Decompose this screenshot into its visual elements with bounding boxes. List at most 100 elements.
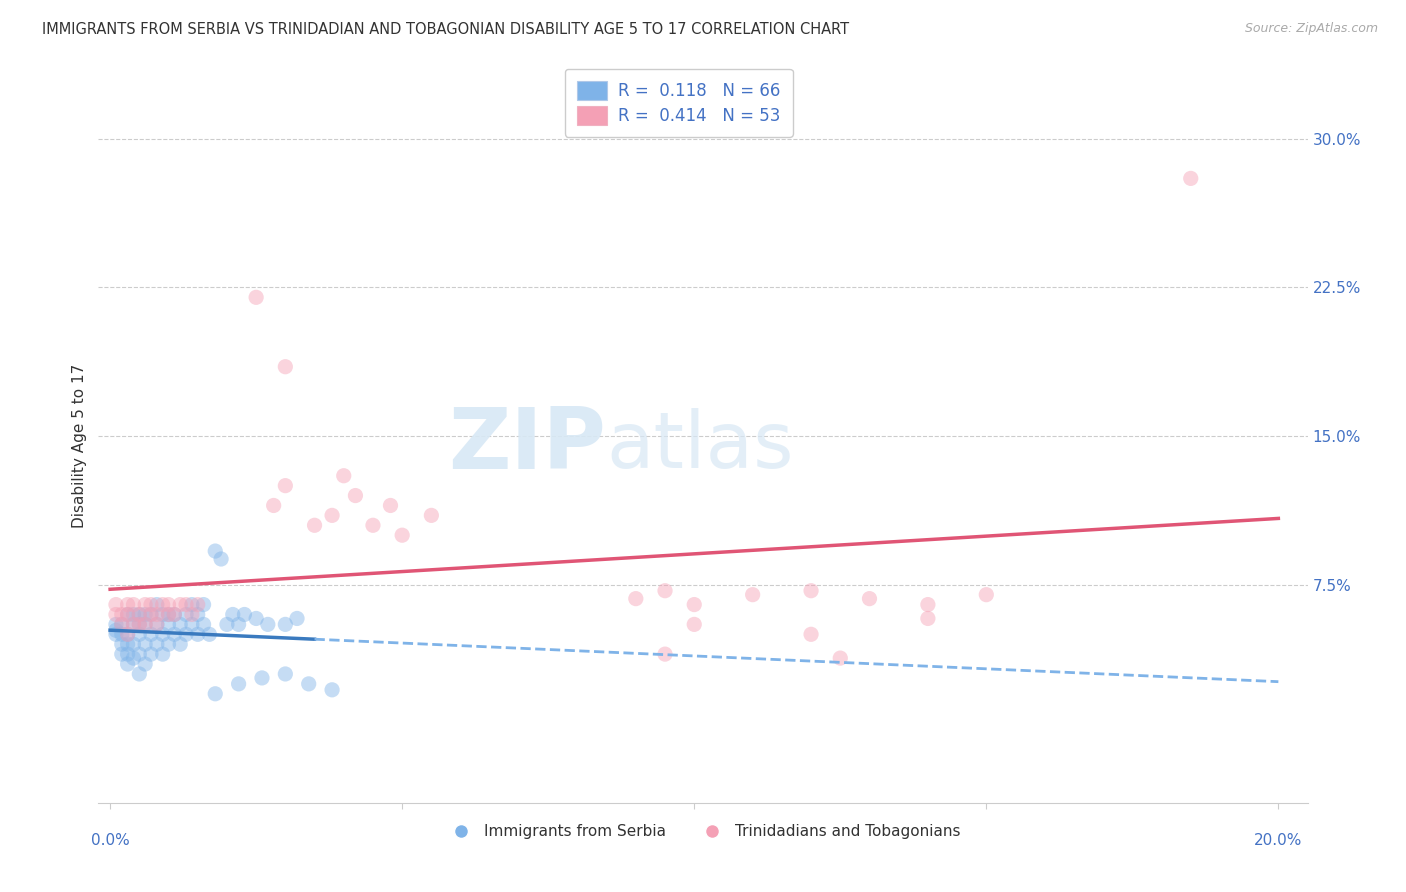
Point bbox=[274, 617, 297, 632]
Point bbox=[741, 588, 763, 602]
Point bbox=[122, 617, 145, 632]
Point bbox=[169, 617, 191, 632]
Text: IMMIGRANTS FROM SERBIA VS TRINIDADIAN AND TOBAGONIAN DISABILITY AGE 5 TO 17 CORR: IMMIGRANTS FROM SERBIA VS TRINIDADIAN AN… bbox=[42, 22, 849, 37]
Point bbox=[157, 607, 180, 622]
Point bbox=[624, 591, 647, 606]
Point bbox=[146, 617, 169, 632]
Point bbox=[245, 611, 267, 625]
Point bbox=[122, 617, 145, 632]
Point bbox=[117, 647, 139, 661]
Point bbox=[128, 627, 150, 641]
Point bbox=[128, 607, 150, 622]
Point bbox=[800, 627, 823, 641]
Point bbox=[117, 637, 139, 651]
Point bbox=[683, 598, 706, 612]
Point bbox=[134, 617, 156, 632]
Point bbox=[683, 617, 706, 632]
Point bbox=[180, 607, 202, 622]
Point bbox=[157, 607, 180, 622]
Point bbox=[157, 637, 180, 651]
Point bbox=[169, 598, 191, 612]
Point bbox=[117, 607, 139, 622]
Point bbox=[917, 611, 939, 625]
Text: 20.0%: 20.0% bbox=[1254, 832, 1302, 847]
Point bbox=[274, 478, 297, 492]
Text: 0.0%: 0.0% bbox=[91, 832, 129, 847]
Point bbox=[111, 607, 134, 622]
Point bbox=[187, 607, 209, 622]
Point bbox=[187, 598, 209, 612]
Point bbox=[321, 682, 343, 697]
Point bbox=[139, 627, 162, 641]
Point bbox=[233, 607, 256, 622]
Point bbox=[117, 598, 139, 612]
Point bbox=[139, 607, 162, 622]
Point bbox=[1180, 171, 1202, 186]
Point bbox=[654, 647, 676, 661]
Point bbox=[163, 627, 186, 641]
Text: atlas: atlas bbox=[606, 408, 794, 484]
Point bbox=[152, 607, 174, 622]
Point bbox=[139, 607, 162, 622]
Point bbox=[146, 617, 169, 632]
Point bbox=[858, 591, 880, 606]
Point bbox=[122, 607, 145, 622]
Point bbox=[256, 617, 278, 632]
Point bbox=[250, 671, 273, 685]
Point bbox=[274, 359, 297, 374]
Point bbox=[974, 588, 997, 602]
Point bbox=[215, 617, 238, 632]
Point bbox=[139, 598, 162, 612]
Point bbox=[104, 598, 127, 612]
Point bbox=[169, 637, 191, 651]
Point bbox=[321, 508, 343, 523]
Point bbox=[917, 598, 939, 612]
Point bbox=[174, 607, 197, 622]
Point bbox=[134, 617, 156, 632]
Point bbox=[134, 607, 156, 622]
Point bbox=[122, 637, 145, 651]
Point bbox=[228, 617, 250, 632]
Point bbox=[104, 607, 127, 622]
Point bbox=[111, 617, 134, 632]
Point bbox=[174, 627, 197, 641]
Point bbox=[298, 677, 321, 691]
Point bbox=[193, 598, 215, 612]
Point bbox=[146, 598, 169, 612]
Text: ZIP: ZIP bbox=[449, 404, 606, 488]
Point bbox=[152, 627, 174, 641]
Point bbox=[128, 617, 150, 632]
Point bbox=[380, 499, 402, 513]
Point bbox=[128, 607, 150, 622]
Point bbox=[157, 617, 180, 632]
Point bbox=[117, 627, 139, 641]
Point bbox=[117, 627, 139, 641]
Point bbox=[344, 489, 367, 503]
Point bbox=[104, 624, 127, 638]
Point bbox=[122, 651, 145, 665]
Point bbox=[111, 637, 134, 651]
Point bbox=[134, 637, 156, 651]
Point bbox=[128, 667, 150, 681]
Point bbox=[111, 627, 134, 641]
Point bbox=[800, 583, 823, 598]
Point bbox=[163, 607, 186, 622]
Point bbox=[163, 607, 186, 622]
Point bbox=[204, 544, 226, 558]
Point bbox=[117, 607, 139, 622]
Point bbox=[391, 528, 413, 542]
Point bbox=[104, 617, 127, 632]
Y-axis label: Disability Age 5 to 17: Disability Age 5 to 17 bbox=[72, 364, 87, 528]
Point bbox=[174, 598, 197, 612]
Point bbox=[274, 667, 297, 681]
Point bbox=[332, 468, 354, 483]
Point bbox=[152, 598, 174, 612]
Point bbox=[134, 598, 156, 612]
Point bbox=[146, 607, 169, 622]
Point bbox=[180, 598, 202, 612]
Point bbox=[304, 518, 326, 533]
Point bbox=[111, 617, 134, 632]
Point bbox=[193, 617, 215, 632]
Point bbox=[245, 290, 267, 304]
Point bbox=[128, 647, 150, 661]
